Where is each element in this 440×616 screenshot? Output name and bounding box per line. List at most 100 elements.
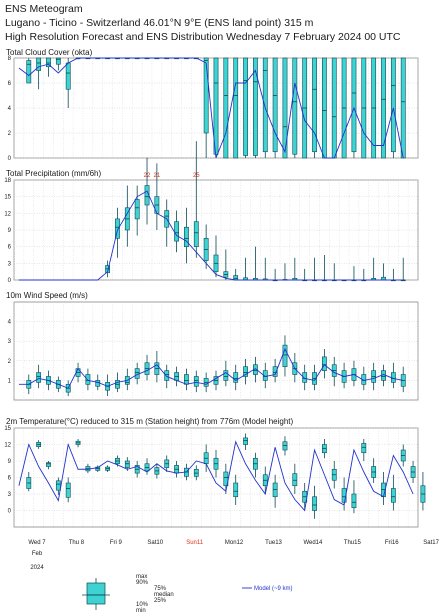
x-tick-label: Sun11 (186, 540, 204, 546)
box-whisker (75, 439, 81, 448)
box-iqr (36, 372, 42, 383)
box-whisker (213, 370, 219, 391)
box-iqr (272, 366, 278, 377)
box-whisker (312, 364, 317, 391)
panel-4: 2m Temperature(°C) reduced to 315 m (Sta… (4, 417, 426, 528)
legend-box-lower (86, 594, 106, 605)
y-tick-label: 9 (8, 228, 12, 234)
box-whisker (292, 463, 298, 494)
box-iqr (381, 57, 386, 159)
box-whisker (331, 57, 337, 159)
header-location: Lugano - Ticino - Switzerland 46.01°N 9°… (5, 17, 314, 29)
box-whisker (55, 477, 61, 496)
box-iqr (26, 60, 32, 84)
box-whisker (390, 474, 396, 511)
box-whisker (243, 433, 248, 450)
box-iqr (233, 482, 239, 498)
legend-label-p25: 25% (154, 598, 167, 604)
y-tick-label: 3 (8, 261, 12, 267)
box-whisker (203, 372, 209, 393)
x-tick-label: Mon12 (225, 540, 244, 546)
box-iqr (46, 57, 51, 68)
y-tick-label: 4 (8, 106, 12, 112)
box-whisker (193, 370, 199, 393)
panel-title: 10m Wind Speed (m/s) (6, 291, 88, 300)
box-whisker (243, 57, 248, 158)
box-iqr (184, 226, 189, 247)
box-whisker (321, 439, 327, 459)
panel-1: Total Cloud Cover (okta) 0 2 4 6 8 (6, 48, 419, 162)
y-tick-label: 9 (8, 459, 12, 465)
box-iqr (233, 372, 239, 383)
box-iqr (351, 57, 357, 153)
box-whisker (272, 358, 278, 383)
box-whisker (371, 362, 377, 391)
box-whisker (410, 461, 416, 483)
box-whisker (331, 461, 337, 489)
legend-label-max: max (136, 574, 147, 580)
box-whisker (400, 444, 406, 467)
box-iqr (253, 57, 258, 156)
box-whisker (203, 224, 209, 269)
y-tick-label: 0 (8, 156, 12, 162)
x-tick-label: Fri16 (385, 540, 399, 546)
panel-title: Total Precipitation (mm/6h) (6, 169, 101, 178)
box-iqr (65, 482, 71, 498)
box-whisker (26, 58, 32, 84)
box-whisker (46, 461, 51, 470)
y-tick-label: 0 (8, 509, 12, 515)
box-iqr (321, 57, 327, 159)
box-whisker (193, 465, 199, 481)
x-tick-label: Thu15 (344, 540, 362, 546)
box-iqr (321, 356, 327, 371)
header: ENS Meteogram Lugano - Ticino - Switzerl… (5, 2, 435, 44)
legend-label-p75: 75% (154, 586, 167, 592)
box-whisker (223, 249, 229, 280)
box-iqr (400, 57, 406, 159)
box-iqr (85, 374, 91, 385)
legend-label-min: min (136, 608, 146, 614)
box-whisker (46, 57, 51, 77)
box-iqr (390, 57, 396, 153)
hres-line (18, 347, 404, 389)
y-tick-label: 8 (8, 56, 12, 62)
header-title: ENS Meteogram (5, 3, 83, 15)
box-whisker (105, 465, 111, 472)
x-tick-label: Fri 9 (110, 540, 123, 546)
box-whisker (262, 466, 268, 494)
box-whisker (144, 354, 150, 381)
y-tick-label: 2 (8, 131, 12, 137)
box-whisker (213, 450, 219, 478)
y-tick-label: 15 (4, 426, 11, 432)
box-iqr (272, 57, 278, 153)
y-tick-label: 6 (8, 81, 12, 87)
y-tick-label: 3 (8, 492, 12, 498)
box-iqr (243, 437, 248, 445)
box-whisker (124, 457, 130, 471)
y-tick-label: 6 (8, 245, 12, 251)
x-axis-month: Feb (32, 551, 43, 557)
box-iqr (203, 57, 209, 134)
box-iqr (390, 488, 396, 503)
y-tick-label: 1 (8, 378, 12, 384)
box-iqr (36, 57, 42, 71)
box-iqr (243, 57, 248, 156)
box-whisker (193, 141, 199, 258)
box-iqr (164, 370, 170, 381)
box-whisker (243, 358, 248, 385)
box-whisker (26, 472, 32, 492)
box-whisker (312, 485, 317, 519)
y-tick-label: 18 (4, 178, 11, 184)
x-tick-label: Sat17 (423, 540, 439, 546)
box-iqr (302, 372, 308, 383)
box-iqr (292, 473, 298, 487)
box-whisker (371, 458, 377, 483)
box-whisker (134, 185, 140, 236)
legend-model-label: Model (~9 km) (254, 586, 293, 592)
box-whisker (134, 461, 140, 478)
box-iqr (223, 57, 229, 159)
box-iqr (46, 462, 51, 467)
box-iqr (184, 374, 189, 385)
box-whisker (400, 57, 406, 159)
